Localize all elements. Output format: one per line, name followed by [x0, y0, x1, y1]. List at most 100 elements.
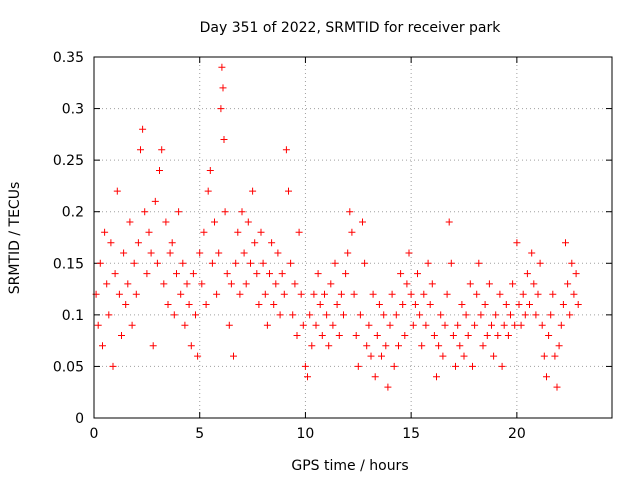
y-tick-label: 0.25	[53, 153, 84, 169]
tick-labels: 0 5 10 15 20 0 0.05 0.1 0.15 0.2 0.25 0.3 0.35	[53, 50, 526, 442]
data-point	[329, 321, 337, 329]
data-point	[354, 362, 362, 370]
data-point	[420, 290, 428, 298]
x-tick-label: 0	[90, 426, 99, 442]
data-point	[101, 228, 109, 236]
data-point	[285, 187, 292, 195]
data-point	[460, 352, 468, 360]
data-point	[403, 280, 411, 288]
data-point	[492, 311, 500, 319]
data-point	[466, 280, 474, 288]
data-point	[278, 270, 286, 278]
data-point	[498, 362, 506, 370]
data-point	[143, 270, 151, 278]
data-point	[200, 228, 208, 236]
data-point	[458, 301, 466, 308]
data-point	[247, 259, 254, 267]
data-point	[543, 373, 550, 381]
data-point	[105, 311, 113, 319]
data-point	[221, 208, 229, 216]
data-point	[323, 311, 331, 319]
data-point	[223, 270, 231, 278]
data-point	[240, 249, 248, 257]
data-point	[113, 187, 121, 195]
data-point	[346, 208, 354, 216]
data-point	[208, 259, 216, 267]
data-point	[213, 290, 221, 298]
data-point	[452, 362, 459, 370]
data-point	[255, 301, 263, 308]
data-point	[405, 249, 413, 257]
data-point	[177, 290, 185, 298]
data-point	[433, 373, 440, 381]
data-point	[445, 218, 453, 226]
data-point	[572, 270, 580, 278]
data-point	[557, 321, 565, 329]
data-point	[103, 280, 111, 288]
data-point	[369, 290, 377, 298]
data-point	[337, 290, 345, 298]
data-point	[504, 332, 512, 339]
data-point	[122, 301, 130, 308]
data-point	[473, 290, 481, 298]
data-point	[164, 301, 172, 308]
data-point	[414, 270, 421, 278]
data-point	[523, 270, 531, 278]
data-point	[198, 280, 206, 288]
data-point	[562, 239, 569, 247]
data-point	[153, 259, 161, 267]
x-tick-label: 5	[195, 426, 204, 442]
data-point	[545, 332, 553, 339]
data-point	[456, 342, 464, 350]
data-point	[526, 301, 533, 308]
data-point	[158, 146, 166, 154]
data-point	[534, 290, 542, 298]
data-point	[540, 352, 548, 360]
data-point	[371, 373, 379, 381]
x-tick-label: 15	[402, 426, 420, 442]
data-point	[390, 362, 398, 370]
data-point	[475, 259, 483, 267]
data-point	[536, 259, 544, 267]
data-point	[517, 321, 525, 329]
data-point	[291, 280, 299, 288]
data-point	[424, 259, 432, 267]
data-point	[462, 311, 470, 319]
data-point	[511, 321, 519, 329]
data-point	[352, 332, 360, 339]
data-point	[170, 311, 178, 319]
data-point	[513, 239, 521, 247]
data-point	[151, 197, 159, 205]
data-point	[549, 290, 557, 298]
data-point	[454, 321, 462, 329]
data-point	[530, 280, 538, 288]
y-tick-label: 0.35	[53, 50, 84, 66]
data-point	[204, 187, 212, 195]
data-point	[145, 228, 153, 236]
data-point	[397, 270, 405, 278]
data-point	[232, 259, 240, 267]
data-point	[409, 321, 417, 329]
data-point	[225, 321, 233, 329]
data-point	[227, 280, 235, 288]
data-point	[147, 249, 155, 257]
x-tick-label: 20	[508, 426, 526, 442]
data-point	[568, 259, 576, 267]
data-point	[236, 290, 244, 298]
data-point	[217, 105, 225, 113]
data-point	[149, 342, 157, 350]
data-point	[359, 218, 366, 226]
data-point	[356, 311, 364, 319]
data-point	[187, 342, 195, 350]
data-point	[509, 280, 517, 288]
plot-frame	[93, 56, 613, 419]
data-point	[261, 290, 269, 298]
data-point	[218, 63, 226, 71]
data-point	[211, 218, 218, 226]
data-point	[280, 290, 288, 298]
data-point	[134, 239, 142, 247]
data-point	[494, 332, 502, 339]
data-point	[297, 290, 305, 298]
data-point	[437, 311, 445, 319]
data-point	[251, 239, 259, 247]
